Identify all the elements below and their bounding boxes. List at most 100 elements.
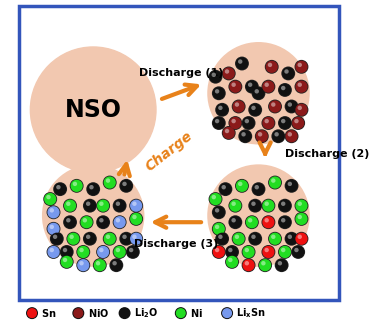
Circle shape	[231, 202, 236, 206]
Circle shape	[295, 61, 308, 73]
Circle shape	[262, 81, 274, 93]
Circle shape	[177, 309, 185, 317]
Circle shape	[103, 176, 117, 190]
Circle shape	[225, 255, 239, 269]
Circle shape	[262, 199, 275, 212]
Circle shape	[297, 106, 302, 110]
Circle shape	[285, 100, 297, 113]
Circle shape	[74, 309, 83, 317]
Circle shape	[294, 199, 308, 212]
Circle shape	[223, 127, 235, 139]
Circle shape	[297, 215, 302, 219]
Circle shape	[242, 246, 255, 258]
Circle shape	[235, 235, 239, 239]
Circle shape	[63, 248, 67, 252]
Text: $\mathbf{NiO}$: $\mathbf{NiO}$	[88, 307, 109, 319]
Circle shape	[262, 216, 274, 228]
Circle shape	[271, 178, 276, 183]
Circle shape	[71, 180, 83, 192]
Circle shape	[238, 59, 242, 64]
Circle shape	[265, 248, 269, 252]
Circle shape	[77, 246, 89, 258]
Circle shape	[130, 233, 142, 245]
Circle shape	[268, 232, 282, 246]
Circle shape	[63, 199, 77, 212]
Circle shape	[106, 235, 110, 239]
Circle shape	[245, 119, 249, 123]
Circle shape	[116, 248, 120, 252]
Circle shape	[271, 235, 276, 239]
Circle shape	[46, 222, 60, 236]
Circle shape	[215, 225, 219, 229]
Text: NSO: NSO	[65, 98, 122, 122]
Circle shape	[116, 202, 120, 206]
Circle shape	[89, 185, 94, 190]
Circle shape	[225, 129, 229, 133]
Circle shape	[232, 100, 246, 114]
Circle shape	[285, 180, 297, 192]
Circle shape	[242, 258, 256, 272]
Circle shape	[222, 126, 235, 140]
Text: Charge: Charge	[143, 128, 195, 174]
Circle shape	[66, 202, 71, 206]
Circle shape	[226, 256, 238, 268]
Circle shape	[229, 200, 242, 212]
Circle shape	[281, 202, 285, 206]
Circle shape	[294, 232, 308, 246]
Circle shape	[122, 235, 127, 239]
Text: Discharge (3): Discharge (3)	[134, 239, 218, 249]
Circle shape	[87, 183, 99, 195]
Circle shape	[215, 208, 219, 212]
Circle shape	[113, 216, 126, 228]
Circle shape	[238, 182, 242, 186]
Circle shape	[212, 116, 226, 130]
Circle shape	[216, 104, 228, 116]
Circle shape	[46, 195, 51, 199]
Circle shape	[130, 200, 142, 212]
Circle shape	[262, 246, 274, 258]
Circle shape	[226, 246, 238, 258]
Circle shape	[285, 129, 299, 143]
Circle shape	[288, 102, 292, 107]
Circle shape	[278, 116, 292, 130]
Circle shape	[99, 248, 104, 252]
Circle shape	[96, 199, 110, 212]
Circle shape	[262, 80, 275, 94]
Circle shape	[251, 182, 265, 196]
Circle shape	[248, 82, 253, 87]
Circle shape	[261, 261, 266, 266]
Circle shape	[279, 246, 291, 258]
Circle shape	[132, 202, 137, 206]
Circle shape	[278, 199, 292, 212]
Circle shape	[236, 180, 248, 192]
Circle shape	[229, 216, 242, 228]
Circle shape	[86, 235, 90, 239]
Circle shape	[231, 218, 236, 222]
Circle shape	[254, 89, 259, 94]
Circle shape	[70, 235, 74, 239]
Circle shape	[67, 232, 80, 246]
Circle shape	[262, 116, 275, 130]
Circle shape	[97, 200, 109, 212]
Circle shape	[215, 232, 229, 246]
Text: $\mathbf{Li_xSn}$: $\mathbf{Li_xSn}$	[236, 306, 266, 320]
Circle shape	[132, 215, 137, 219]
Circle shape	[209, 192, 223, 206]
Circle shape	[285, 179, 299, 193]
Circle shape	[228, 80, 242, 94]
Circle shape	[285, 130, 297, 142]
Circle shape	[212, 245, 226, 259]
Circle shape	[295, 213, 308, 225]
Circle shape	[129, 248, 133, 252]
Circle shape	[248, 218, 253, 222]
Circle shape	[265, 202, 269, 206]
Circle shape	[232, 232, 246, 246]
Circle shape	[242, 117, 255, 129]
Circle shape	[51, 233, 63, 245]
Circle shape	[77, 259, 89, 271]
Circle shape	[119, 232, 133, 246]
Circle shape	[281, 119, 285, 123]
Circle shape	[259, 259, 271, 271]
Circle shape	[271, 102, 276, 107]
Circle shape	[269, 100, 281, 113]
